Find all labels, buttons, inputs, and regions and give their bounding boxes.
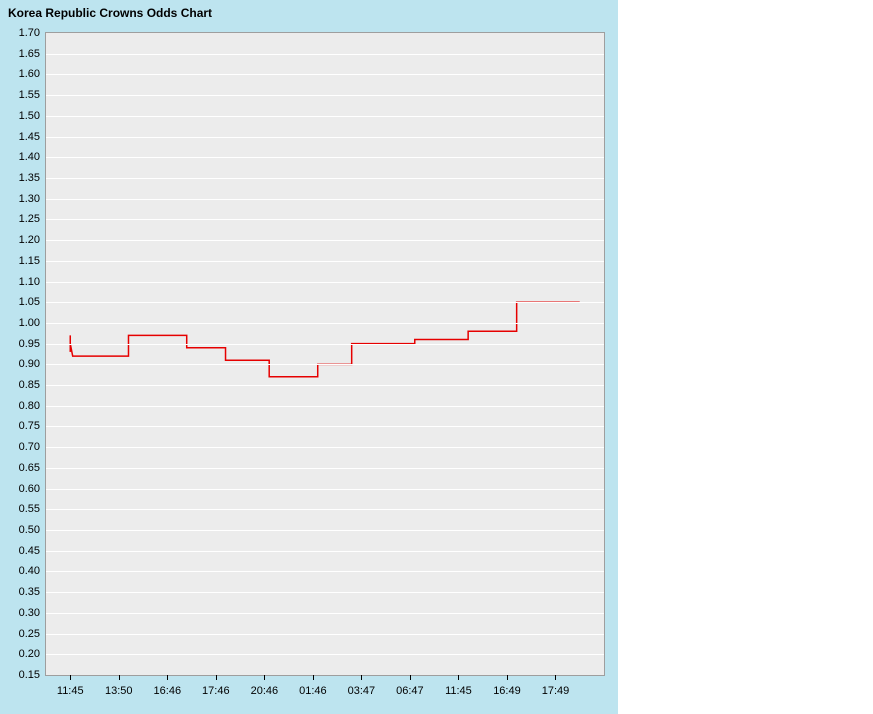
x-axis-tick [216,675,217,680]
y-axis-label: 0.40 [19,565,40,577]
y-axis-label: 0.65 [19,462,40,474]
x-axis-label: 20:46 [251,685,279,697]
grid-line [46,634,604,635]
y-axis-label: 1.40 [19,151,40,163]
y-axis-label: 0.50 [19,524,40,536]
x-axis-label: 01:46 [299,685,327,697]
grid-line [46,364,604,365]
y-axis-label: 1.60 [19,68,40,80]
x-axis-label: 06:47 [396,685,424,697]
grid-line [46,116,604,117]
grid-line [46,137,604,138]
x-axis-label: 11:45 [57,685,84,697]
grid-line [46,344,604,345]
y-axis-label: 1.15 [19,255,40,267]
y-axis-label: 1.70 [19,27,40,39]
grid-line [46,654,604,655]
page-root: Korea Republic Crowns Odds Chart 0.150.2… [0,0,873,714]
y-axis-label: 0.25 [19,628,40,640]
y-axis-label: 1.50 [19,110,40,122]
grid-line [46,323,604,324]
y-axis-label: 0.75 [19,420,40,432]
odds-series-line [70,302,579,377]
x-axis-label: 13:50 [105,685,133,697]
y-axis-label: 0.60 [19,483,40,495]
x-axis-tick [313,675,314,680]
y-axis-label: 0.85 [19,379,40,391]
x-axis-tick [458,675,459,680]
x-axis-label: 17:49 [542,685,570,697]
grid-line [46,178,604,179]
y-axis-label: 1.55 [19,89,40,101]
grid-line [46,385,604,386]
x-axis-tick [264,675,265,680]
grid-line [46,219,604,220]
series-svg [46,33,604,675]
grid-line [46,199,604,200]
y-axis-label: 0.20 [19,648,40,660]
plot-area: 0.150.200.250.300.350.400.450.500.550.60… [45,32,605,676]
grid-line [46,406,604,407]
x-axis-tick [361,675,362,680]
grid-line [46,157,604,158]
y-axis-label: 1.35 [19,172,40,184]
y-axis-label: 0.15 [19,669,40,681]
grid-line [46,74,604,75]
x-axis-label: 16:49 [493,685,521,697]
x-axis-tick [555,675,556,680]
grid-line [46,426,604,427]
grid-line [46,282,604,283]
y-axis-label: 1.45 [19,131,40,143]
grid-line [46,54,604,55]
y-axis-label: 1.30 [19,193,40,205]
x-axis-label: 11:45 [445,685,472,697]
y-axis-label: 1.20 [19,234,40,246]
y-axis-label: 0.55 [19,503,40,515]
y-axis-label: 0.90 [19,358,40,370]
x-axis-label: 03:47 [348,685,376,697]
y-axis-label: 1.10 [19,276,40,288]
x-axis-tick [119,675,120,680]
grid-line [46,261,604,262]
x-axis-tick [410,675,411,680]
grid-line [46,489,604,490]
y-axis-label: 1.05 [19,296,40,308]
y-axis-label: 0.45 [19,545,40,557]
y-axis-label: 0.30 [19,607,40,619]
grid-line [46,551,604,552]
grid-line [46,302,604,303]
y-axis-label: 0.35 [19,586,40,598]
grid-line [46,571,604,572]
y-axis-label: 1.00 [19,317,40,329]
grid-line [46,613,604,614]
x-axis-label: 17:46 [202,685,230,697]
grid-line [46,509,604,510]
grid-line [46,530,604,531]
x-axis-label: 16:46 [154,685,182,697]
y-axis-label: 1.65 [19,48,40,60]
y-axis-label: 0.80 [19,400,40,412]
chart-panel: Korea Republic Crowns Odds Chart 0.150.2… [0,0,618,714]
grid-line [46,468,604,469]
chart-title: Korea Republic Crowns Odds Chart [8,6,212,20]
x-axis-tick [167,675,168,680]
grid-line [46,240,604,241]
grid-line [46,447,604,448]
x-axis-tick [70,675,71,680]
y-axis-label: 0.95 [19,338,40,350]
x-axis-tick [507,675,508,680]
grid-line [46,95,604,96]
y-axis-label: 1.25 [19,213,40,225]
grid-line [46,592,604,593]
y-axis-label: 0.70 [19,441,40,453]
